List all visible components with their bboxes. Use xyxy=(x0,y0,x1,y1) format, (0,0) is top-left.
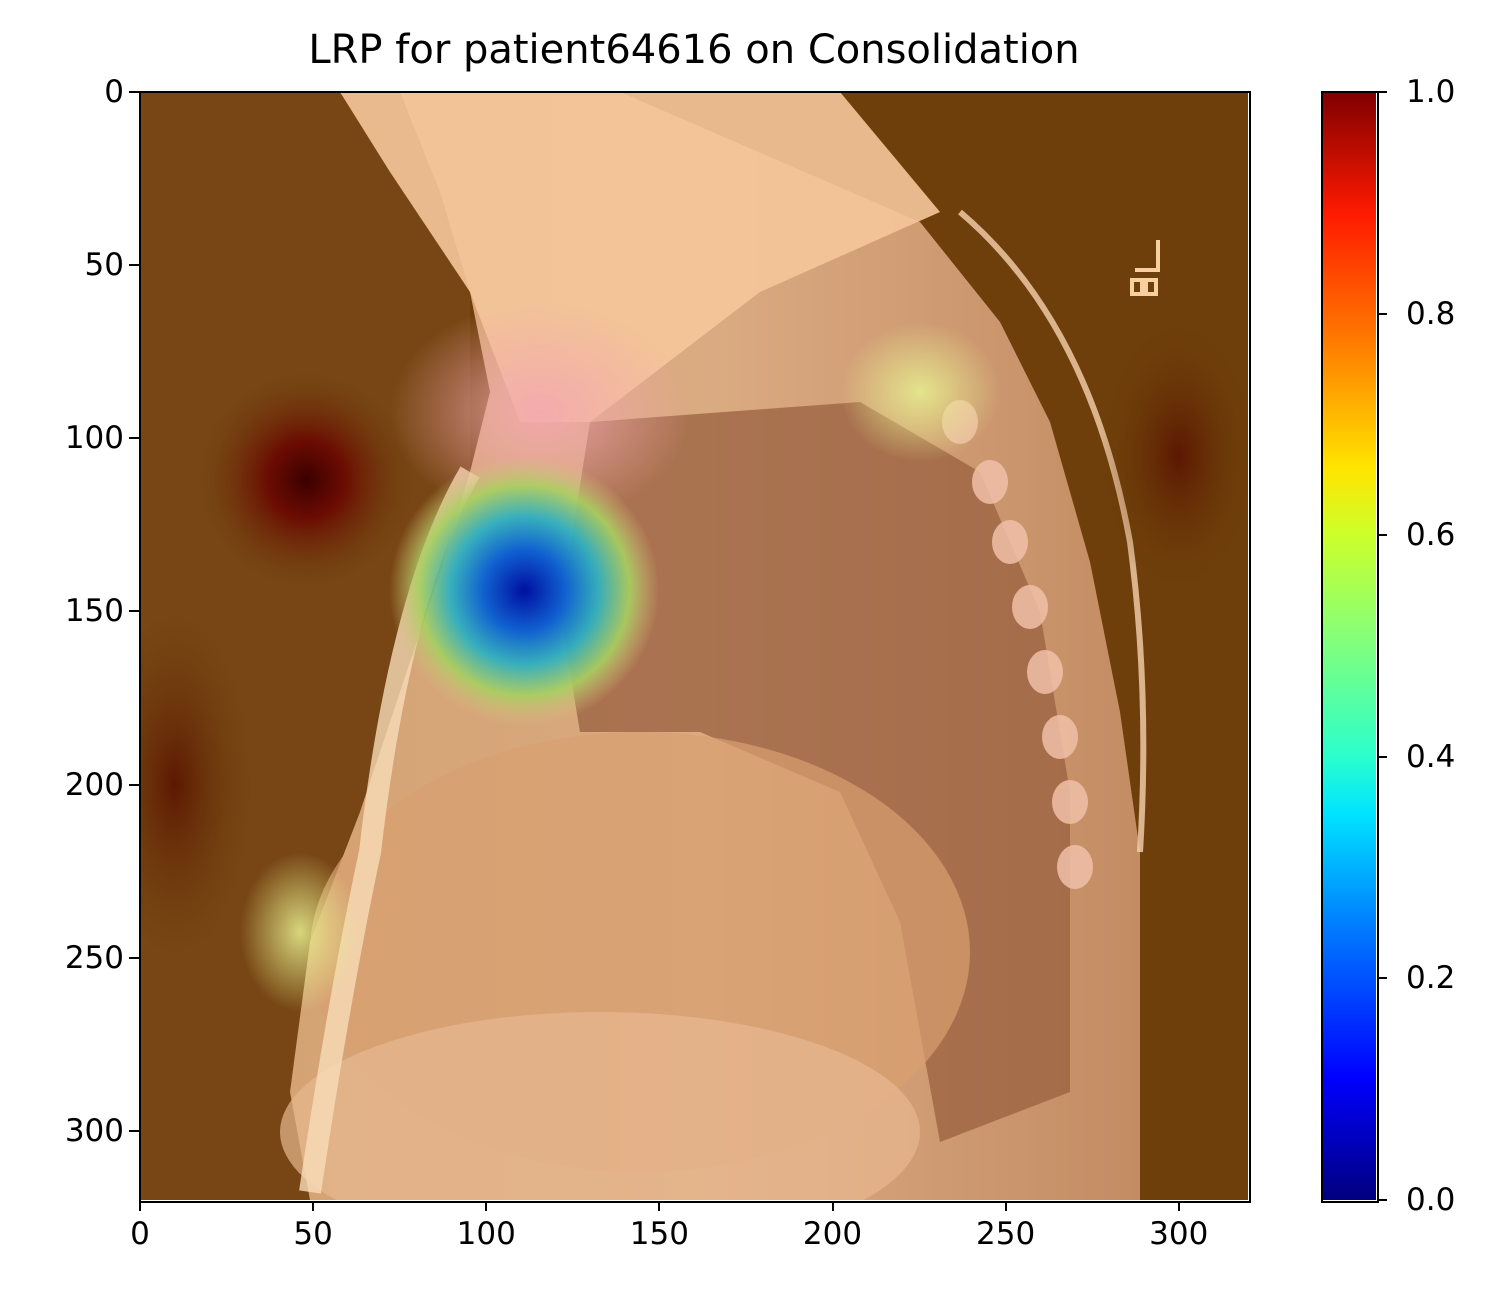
x-tick-label: 250 xyxy=(976,1216,1036,1252)
colorbar-tick-label: 0.0 xyxy=(1406,1182,1456,1218)
chart-title: LRP for patient64616 on Consolidation xyxy=(308,27,1080,73)
pink-relevance-region xyxy=(390,302,690,522)
y-tick-mark xyxy=(129,91,139,93)
hotspot-max-relevance xyxy=(196,369,417,590)
x-tick-label: 50 xyxy=(293,1216,333,1252)
colorbar-tick-label: 1.0 xyxy=(1406,74,1456,110)
abdomen-shadow xyxy=(280,1012,920,1200)
colorbar-tick-label: 0.2 xyxy=(1406,960,1456,997)
x-tick-label: 100 xyxy=(456,1216,516,1252)
y-tick-label: 300 xyxy=(64,1112,124,1149)
hotspot-min-relevance xyxy=(389,455,660,726)
heatmap-plot-area xyxy=(140,92,1248,1200)
x-tick-label: 0 xyxy=(130,1216,150,1252)
colorbar-tick-mark xyxy=(1377,91,1387,93)
colorbar-tick-mark xyxy=(1377,977,1387,980)
colorbar xyxy=(1322,92,1376,1200)
hotspot-right-edge xyxy=(1098,315,1248,596)
colorbar-tick-label: 0.6 xyxy=(1406,517,1456,554)
y-tick-mark xyxy=(129,783,139,786)
colorbar-tick-mark xyxy=(1377,534,1387,537)
x-tick-mark xyxy=(1004,1201,1007,1211)
y-tick-label: 200 xyxy=(64,766,124,803)
x-tick-label: 200 xyxy=(802,1216,863,1252)
lateral-marker-glyph xyxy=(1130,240,1160,296)
colorbar-tick-mark xyxy=(1377,312,1387,315)
colorbar-tick-label: 0.4 xyxy=(1406,738,1456,775)
x-tick-mark xyxy=(139,1201,141,1211)
yellow-relevance-region-upper xyxy=(840,322,1000,462)
xray-heatmap-image xyxy=(140,92,1248,1200)
y-tick-label: 50 xyxy=(84,247,124,284)
y-tick-label: 150 xyxy=(64,593,124,630)
y-tick-mark xyxy=(129,1129,139,1132)
yellow-relevance-region-lower xyxy=(240,852,360,1012)
x-tick-label: 300 xyxy=(1149,1216,1209,1252)
colorbar-tick-mark xyxy=(1377,1199,1387,1201)
x-tick-mark xyxy=(658,1201,661,1211)
x-tick-label: 150 xyxy=(629,1216,689,1252)
y-tick-mark xyxy=(129,437,139,440)
y-tick-label: 0 xyxy=(104,74,124,110)
colorbar-tick-label: 0.8 xyxy=(1406,295,1456,332)
y-tick-label: 250 xyxy=(64,939,124,976)
x-tick-mark xyxy=(485,1201,488,1211)
hotspot-left-edge xyxy=(140,604,255,965)
y-tick-mark xyxy=(129,956,139,959)
y-tick-label: 100 xyxy=(64,420,124,457)
x-tick-mark xyxy=(831,1201,834,1211)
x-tick-mark xyxy=(1177,1201,1180,1211)
y-tick-mark xyxy=(129,610,139,613)
spine xyxy=(942,400,1093,889)
colorbar-tick-mark xyxy=(1377,755,1387,758)
y-tick-mark xyxy=(129,264,139,267)
x-tick-mark xyxy=(312,1201,315,1211)
